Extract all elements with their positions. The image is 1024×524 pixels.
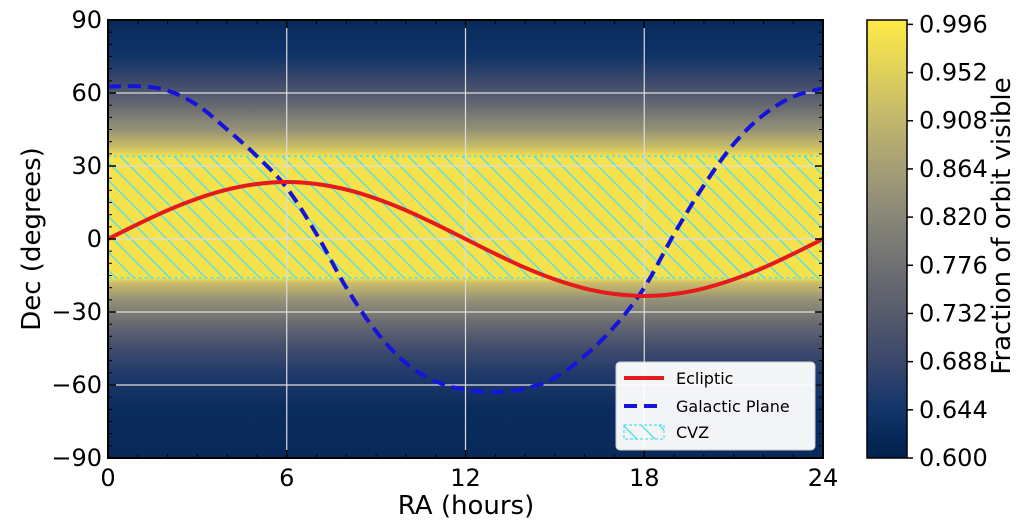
axis-ticks xyxy=(107,19,824,459)
axis-tick-labels: 0 6 12 18 24 −90 −60 −30 0 30 60 90 xyxy=(51,6,838,492)
legend-cvz-label: CVZ xyxy=(676,423,709,442)
y-tick-label: 0 xyxy=(87,225,102,253)
x-tick-label: 0 xyxy=(100,464,115,492)
colorbar-tick-label: 0.864 xyxy=(919,155,988,183)
y-tick-label: 30 xyxy=(71,152,102,180)
x-tick-label: 6 xyxy=(279,464,294,492)
y-tick-label: −60 xyxy=(51,371,102,399)
colorbar-tick-label: 0.776 xyxy=(919,251,988,279)
colorbar-tick-label: 0.688 xyxy=(919,348,988,376)
ecliptic-line xyxy=(108,180,823,298)
legend-ecliptic-label: Ecliptic xyxy=(676,369,733,388)
colorbar-tick-label: 0.996 xyxy=(919,10,988,38)
colorbar-tick-label: 0.732 xyxy=(919,299,988,327)
legend: Ecliptic Galactic Plane CVZ xyxy=(615,361,816,451)
colorbar-tick-label: 0.952 xyxy=(919,59,988,87)
y-tick-label: 60 xyxy=(71,79,102,107)
x-tick-label: 24 xyxy=(808,464,839,492)
plot-area xyxy=(108,20,823,458)
legend-box xyxy=(615,361,816,451)
legend-galactic-plane-label: Galactic Plane xyxy=(676,397,790,416)
colorbar xyxy=(866,19,908,459)
x-tick-label: 18 xyxy=(629,464,660,492)
y-tick-label: −30 xyxy=(51,298,102,326)
colorbar-title: Fraction of orbit visible xyxy=(987,77,1017,374)
colorbar-ticks: 0.600 0.644 0.688 0.732 0.776 0.820 0.864 0.908… xyxy=(907,10,988,472)
colorbar-tick-label: 0.644 xyxy=(919,396,988,424)
colorbar-tick-label: 0.820 xyxy=(919,203,988,231)
y-axis-title: Dec (degrees) xyxy=(17,147,47,331)
colorbar-tick-label: 0.908 xyxy=(919,107,988,135)
y-tick-label: −90 xyxy=(51,444,102,472)
legend-cvz-swatch xyxy=(623,424,665,440)
y-tick-label: 90 xyxy=(71,6,102,34)
x-axis-title: RA (hours) xyxy=(398,491,534,521)
x-tick-label: 12 xyxy=(450,464,481,492)
colorbar-tick-label: 0.600 xyxy=(919,444,988,472)
galactic-plane-line xyxy=(108,83,823,395)
